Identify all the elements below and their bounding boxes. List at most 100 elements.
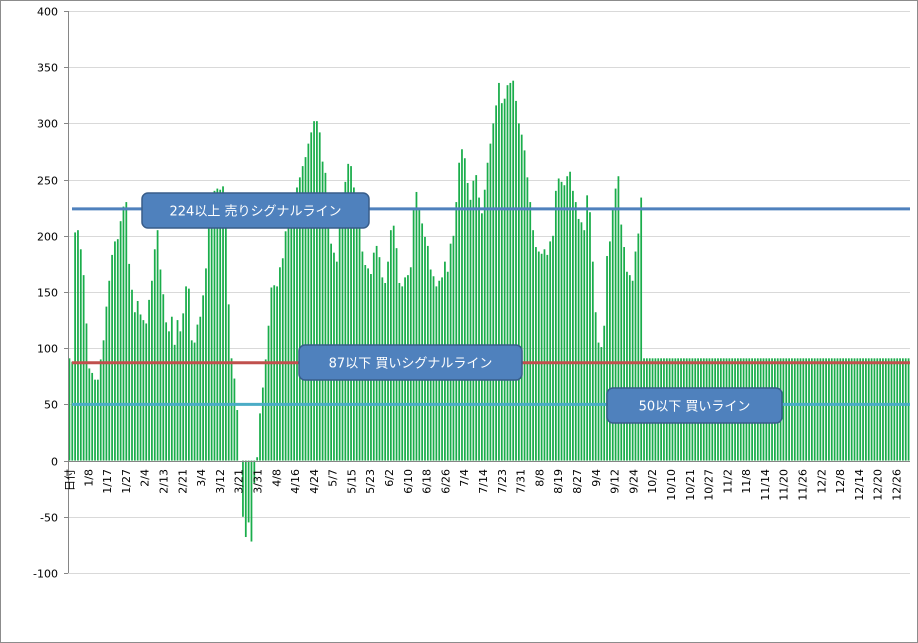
bar xyxy=(131,289,133,461)
bar xyxy=(222,186,224,461)
y-tick-label: 250 xyxy=(37,175,58,188)
bar xyxy=(293,203,296,461)
bar xyxy=(224,198,227,461)
bar xyxy=(535,247,537,461)
bar xyxy=(830,358,833,461)
x-tick-label: 4/24 xyxy=(308,469,321,494)
bar xyxy=(261,387,264,461)
bar xyxy=(256,457,259,461)
bar xyxy=(503,98,506,461)
bar xyxy=(193,342,196,461)
x-tick-label: 3/12 xyxy=(214,469,227,494)
bar xyxy=(634,251,637,461)
bar xyxy=(489,143,492,461)
bar xyxy=(125,202,128,461)
bar xyxy=(156,230,159,461)
y-tick-label: -50 xyxy=(40,512,58,525)
bar xyxy=(896,358,899,461)
bar xyxy=(506,85,509,461)
bar xyxy=(233,378,236,461)
y-tick-label: 400 xyxy=(37,6,58,19)
bar xyxy=(159,269,162,461)
y-tick-label: 150 xyxy=(37,287,58,300)
bar xyxy=(216,188,219,461)
bar xyxy=(88,368,91,461)
y-tick-label: 300 xyxy=(37,118,58,131)
bar xyxy=(839,358,842,461)
bar xyxy=(537,251,540,461)
axes xyxy=(68,11,910,573)
bar xyxy=(142,320,145,461)
bar xyxy=(785,358,788,461)
x-tick-label: 1/8 xyxy=(82,469,95,487)
bar xyxy=(350,166,352,461)
bar xyxy=(856,358,859,461)
bar xyxy=(623,247,625,461)
bar xyxy=(862,358,864,461)
bar xyxy=(68,358,71,461)
bar xyxy=(102,340,105,461)
x-tick-label: 6/10 xyxy=(402,469,415,494)
bar xyxy=(626,271,628,461)
bar xyxy=(546,254,549,461)
x-tick-label: 5/7 xyxy=(327,469,340,487)
bar xyxy=(153,249,156,461)
bar xyxy=(893,358,896,461)
bar xyxy=(85,323,88,461)
bar xyxy=(247,460,250,523)
bar xyxy=(207,227,210,461)
bar xyxy=(116,239,119,461)
bar xyxy=(517,123,520,461)
bar xyxy=(469,199,472,461)
reference-line-label: 87以下 買いシグナルライン xyxy=(329,357,493,372)
reference-line-label: 224以上 売りシグナルライン xyxy=(170,204,342,220)
y-tick-label: 0 xyxy=(51,456,58,469)
x-tick-label: 3/21 xyxy=(233,469,246,494)
reference-line-label: 50以下 買いライン xyxy=(639,400,751,415)
bar xyxy=(498,82,500,461)
callout-box xyxy=(298,344,523,381)
bar xyxy=(188,288,190,461)
bar xyxy=(845,358,847,461)
bar xyxy=(808,358,810,461)
bar xyxy=(213,190,216,461)
bar xyxy=(242,460,244,517)
bar xyxy=(341,195,344,461)
bar xyxy=(133,312,136,461)
bar xyxy=(259,413,261,461)
bar xyxy=(139,314,142,461)
bar xyxy=(549,241,552,461)
y-tick-label: -100 xyxy=(33,568,58,581)
x-tick-label: 4/16 xyxy=(289,469,302,494)
bar xyxy=(162,294,165,461)
bar xyxy=(586,195,589,461)
bar xyxy=(577,218,580,461)
x-tick-label: 1/17 xyxy=(101,469,114,494)
bar xyxy=(904,358,907,461)
bar xyxy=(628,275,631,461)
bar xyxy=(358,220,361,461)
bar xyxy=(828,358,830,461)
bar xyxy=(611,207,614,461)
x-tick-label: 8/8 xyxy=(533,469,546,487)
callouts: 224以上 売りシグナルライン 87以下 買いシグナルライン 50以下 買いライン xyxy=(141,192,783,424)
bar xyxy=(136,300,139,461)
bar xyxy=(606,256,608,461)
bar xyxy=(287,215,290,461)
bar xyxy=(347,163,350,461)
bar xyxy=(569,171,571,461)
bar xyxy=(563,185,566,461)
x-tick-label: 6/26 xyxy=(439,469,452,494)
x-tick-label: 11/8 xyxy=(740,469,753,494)
bar xyxy=(253,460,256,484)
bar xyxy=(583,230,586,461)
bar xyxy=(825,358,827,461)
bar xyxy=(876,358,879,461)
bar xyxy=(270,287,273,461)
bar xyxy=(230,358,233,461)
bar xyxy=(557,178,560,461)
bar xyxy=(99,359,102,461)
x-axis-title: 日付 xyxy=(64,469,77,491)
bar xyxy=(859,358,862,461)
